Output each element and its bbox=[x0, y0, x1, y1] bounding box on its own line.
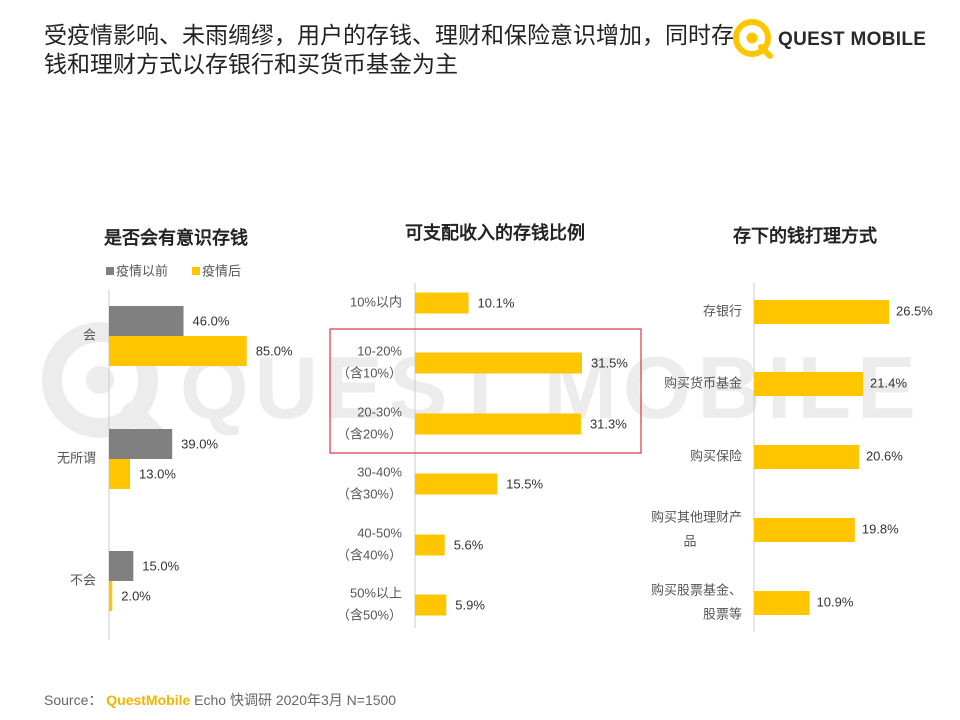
source-brand: QuestMobile bbox=[106, 692, 191, 708]
chart2-category-sublabel: （含30%） bbox=[337, 486, 402, 501]
chart3-category-label: 购买股票基金、 bbox=[651, 582, 742, 597]
source-detail: Echo 快调研 2020年3月 N=1500 bbox=[194, 692, 397, 708]
chart3-category-sublabel: 品 bbox=[683, 533, 696, 548]
chart2-data-label: 5.6% bbox=[454, 537, 484, 552]
chart1-data-label: 46.0% bbox=[193, 313, 230, 328]
chart1-bar bbox=[109, 429, 173, 459]
chart2-bar bbox=[415, 473, 498, 495]
chart2-category-label: 30-40% bbox=[357, 464, 402, 479]
chart3-data-label: 20.6% bbox=[866, 448, 903, 463]
chart2-bar bbox=[415, 352, 582, 374]
chart1-bar bbox=[109, 306, 184, 336]
chart2-title: 可支配收入的存钱比例 bbox=[405, 222, 585, 243]
chart3-bar bbox=[754, 372, 864, 396]
logo-mark-icon bbox=[733, 19, 773, 59]
chart3-category-label: 购买货币基金 bbox=[664, 375, 742, 390]
chart1-category-label: 会 bbox=[83, 327, 96, 342]
quest-mobile-logo: QUEST MOBILE bbox=[728, 14, 928, 66]
chart2-data-label: 31.3% bbox=[590, 416, 627, 431]
chart3-data-label: 21.4% bbox=[870, 375, 907, 390]
chart2-bar bbox=[415, 413, 581, 435]
chart3-category-sublabel: 股票等 bbox=[703, 606, 742, 621]
logo-text: QUEST MOBILE bbox=[778, 29, 927, 50]
chart1-data-label: 13.0% bbox=[139, 466, 176, 481]
chart3-data-label: 10.9% bbox=[817, 594, 854, 609]
chart1-category-label: 无所谓 bbox=[57, 450, 96, 465]
chart2-data-label: 31.5% bbox=[591, 355, 628, 370]
legend-label-2: 疫情后 bbox=[202, 263, 241, 278]
chart2-category-sublabel: （含20%） bbox=[337, 426, 402, 441]
chart2-category-sublabel: （含10%） bbox=[337, 365, 402, 380]
chart1-bar bbox=[109, 551, 134, 581]
source-line: Source： QuestMobile Echo 快调研 2020年3月 N=1… bbox=[44, 690, 396, 710]
chart2-highlight-box bbox=[329, 328, 642, 454]
chart3-bar bbox=[754, 518, 855, 542]
chart2-bar bbox=[415, 594, 447, 616]
chart2-category-label: 20-30% bbox=[357, 404, 402, 419]
chart1-bar bbox=[109, 459, 131, 489]
chart3-bar bbox=[754, 591, 810, 615]
chart1-data-label: 15.0% bbox=[142, 558, 179, 573]
chart2-category-label: 40-50% bbox=[357, 525, 402, 540]
chart1-bar bbox=[109, 581, 113, 611]
chart2-bar bbox=[415, 292, 469, 314]
chart3-data-label: 19.8% bbox=[862, 521, 899, 536]
chart3-category-label: 购买保险 bbox=[690, 448, 742, 463]
chart3-category-label: 购买其他理财产 bbox=[651, 509, 742, 524]
chart1-data-label: 2.0% bbox=[121, 588, 151, 603]
chart1-data-label: 39.0% bbox=[181, 436, 218, 451]
chart2-category-sublabel: （含50%） bbox=[337, 607, 402, 622]
chart3-bar bbox=[754, 300, 889, 324]
legend-swatch-2 bbox=[192, 267, 200, 275]
chart2-category-label: 10-20% bbox=[357, 343, 402, 358]
chart2-bar bbox=[415, 534, 445, 556]
chart2-category-label: 10%以内 bbox=[350, 294, 402, 309]
source-label: Source： bbox=[44, 692, 103, 708]
chart2-data-label: 15.5% bbox=[506, 476, 543, 491]
chart2-data-label: 10.1% bbox=[478, 295, 515, 310]
page-title: 受疫情影响、未雨绸缪，用户的存钱、理财和保险意识增加，同时存钱和理财方式以存银行… bbox=[44, 23, 734, 78]
chart3-title: 存下的钱打理方式 bbox=[733, 225, 877, 246]
chart1-bar bbox=[109, 336, 247, 366]
chart3-data-label: 26.5% bbox=[896, 303, 933, 318]
chart1-data-label: 85.0% bbox=[256, 343, 293, 358]
chart1-title: 是否会有意识存钱 bbox=[103, 227, 248, 248]
chart3-category-label: 存银行 bbox=[703, 303, 742, 318]
legend-swatch-1 bbox=[106, 267, 114, 275]
chart2-category-sublabel: （含40%） bbox=[337, 547, 402, 562]
chart2-data-label: 5.9% bbox=[455, 597, 485, 612]
legend-label-1: 疫情以前 bbox=[116, 263, 168, 278]
chart3-bar bbox=[754, 445, 859, 469]
chart2-category-label: 50%以上 bbox=[350, 585, 402, 600]
chart1-category-label: 不会 bbox=[70, 572, 96, 587]
